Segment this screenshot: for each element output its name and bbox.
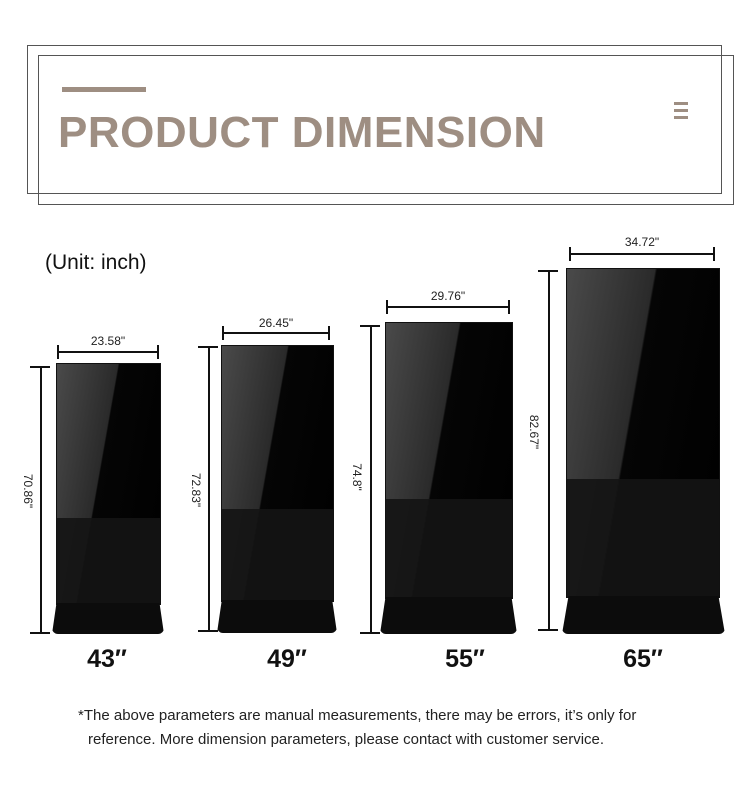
height-label: 82.67" — [527, 414, 541, 450]
height-dimension-line — [538, 270, 558, 631]
menu-icon — [674, 102, 688, 123]
height-label: 74.8" — [350, 463, 364, 491]
height-dimension-line — [198, 346, 218, 632]
page-title: PRODUCT DIMENSION — [58, 108, 546, 157]
width-label: 23.58" — [90, 334, 126, 348]
kiosk-65-base — [562, 596, 725, 634]
kiosk-49-base — [217, 600, 337, 633]
size-label: 49″ — [267, 645, 307, 673]
title-accent-bar — [62, 87, 146, 92]
kiosk-55-base — [380, 597, 517, 634]
size-label: 43″ — [87, 645, 127, 673]
kiosk-43-base — [52, 603, 164, 634]
width-dimension-line — [569, 247, 715, 261]
width-label: 29.76" — [430, 289, 466, 303]
size-label: 65″ — [623, 645, 663, 673]
height-label: 72.83" — [189, 472, 203, 508]
height-label: 70.86" — [21, 473, 35, 509]
width-dimension-line — [57, 345, 159, 359]
width-label: 26.45" — [258, 316, 294, 330]
size-label: 55″ — [445, 645, 485, 673]
width-dimension-line — [386, 300, 510, 314]
unit-label: (Unit: inch) — [45, 251, 147, 274]
width-label: 34.72" — [624, 235, 660, 249]
note-line-1: *The above parameters are manual measure… — [78, 707, 637, 724]
note-line-2: reference. More dimension parameters, pl… — [88, 731, 605, 748]
kiosk-43-screen — [56, 363, 161, 605]
header-frame-front — [38, 55, 734, 205]
disclaimer-note: *The above parameters are manual measure… — [78, 704, 636, 752]
width-dimension-line — [222, 326, 330, 340]
kiosk-65-screen — [566, 268, 720, 598]
header-frame-back — [27, 45, 722, 194]
height-dimension-line — [360, 325, 380, 634]
kiosk-55-screen — [385, 322, 513, 599]
kiosk-49-screen — [221, 345, 334, 602]
height-dimension-line — [30, 366, 50, 634]
